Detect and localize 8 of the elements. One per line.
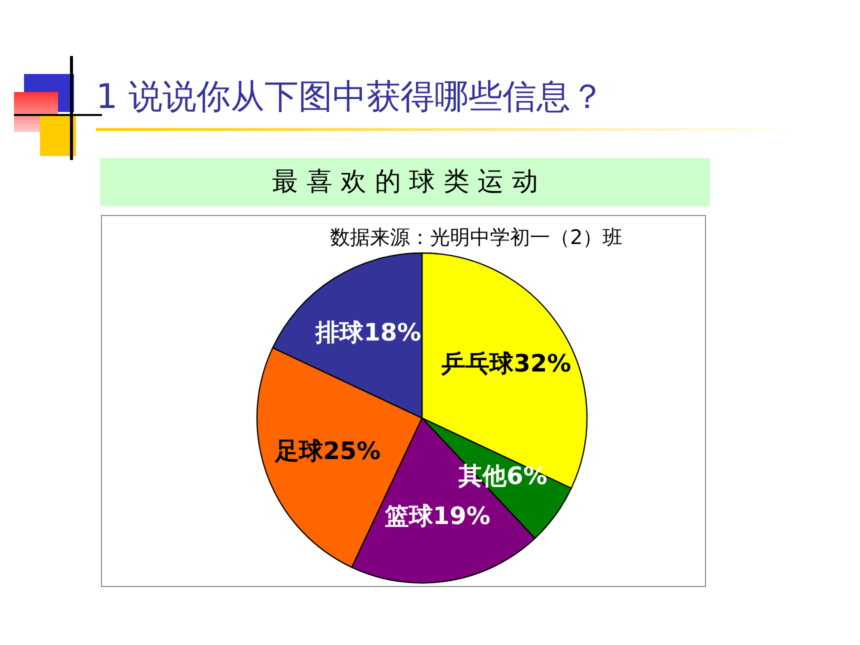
chart-title: 1 说说你从下图中获得哪些信息？: [96, 76, 604, 119]
slice-label: 排球18%: [314, 318, 422, 347]
slice-label: 足球25%: [274, 436, 381, 465]
slice-label: 篮球19%: [384, 502, 490, 530]
slice-label: 乒乓球32%: [440, 349, 572, 378]
source-note: 数据来源：光明中学初一（2）班: [330, 224, 623, 251]
slice-label: 其他6%: [458, 462, 548, 490]
chart-subtitle: 最 喜 欢 的 球 类 运 动: [100, 158, 710, 206]
